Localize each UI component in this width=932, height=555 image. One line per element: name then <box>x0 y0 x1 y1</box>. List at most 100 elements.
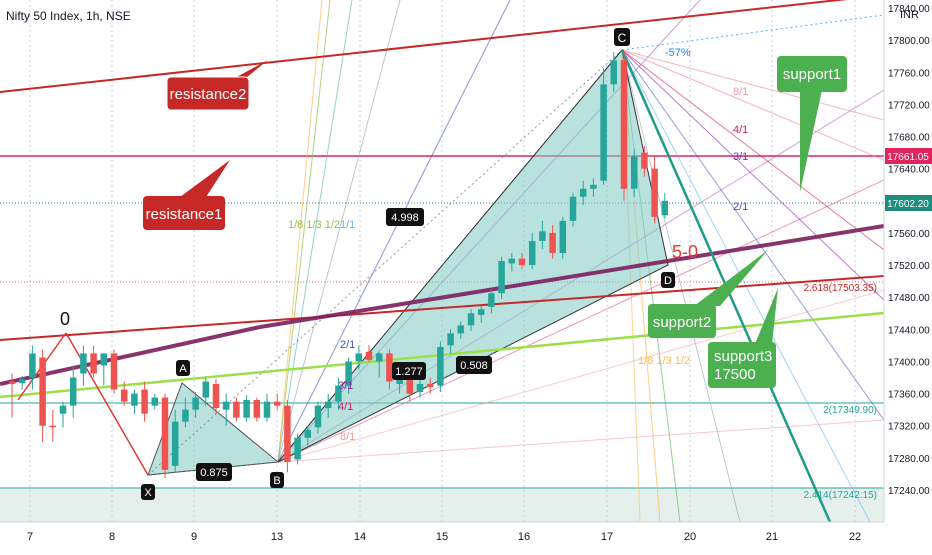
gann-3-1-top: 3/1 <box>733 151 748 163</box>
time-tick-2: 9 <box>191 531 197 543</box>
point-x-label: X <box>144 487 152 499</box>
fib-level-labels: 2.618(17503.35) 2(17349.90) 2.414(17242.… <box>804 283 877 501</box>
candle-body <box>477 309 485 315</box>
support3-label-line1: support3 <box>714 348 772 365</box>
candle-body <box>355 353 363 362</box>
price-axis[interactable]: 17240.00 17280.00 17320.00 17360.00 17400.00… <box>883 0 932 550</box>
resistance1-label: resistance1 <box>146 206 223 223</box>
candle-body <box>365 351 373 360</box>
price-tag-17661: 17661.05 <box>887 152 929 163</box>
price-tick-3: 17360.00 <box>888 390 930 401</box>
time-tick-1: 8 <box>109 531 115 543</box>
candle-body <box>69 377 77 406</box>
candle-body <box>294 437 301 460</box>
candle-body <box>375 353 383 362</box>
price-tick-10: 17640.00 <box>888 165 930 176</box>
candle-body <box>243 400 250 418</box>
candle-body <box>651 168 658 217</box>
candle-body <box>110 353 118 390</box>
candle-body <box>579 188 587 197</box>
candle-body <box>29 353 36 378</box>
time-tick-10: 22 <box>849 531 861 543</box>
price-tick-0: 17240.00 <box>888 486 930 497</box>
time-tick-3: 13 <box>271 531 283 543</box>
support2-callout[interactable]: support2 <box>648 250 768 338</box>
candle-body <box>641 152 648 169</box>
candle-body <box>222 401 230 410</box>
candle-body <box>212 383 220 409</box>
price-tick-4: 17400.00 <box>888 357 930 368</box>
resistance1-line <box>0 275 884 341</box>
candle-body <box>590 184 597 189</box>
fan-top-percent: -57% <box>665 47 691 59</box>
support3-callout[interactable]: support3 17500 <box>708 288 778 388</box>
candle-body <box>90 353 97 374</box>
candle-body <box>447 333 454 346</box>
candle-body <box>345 361 352 386</box>
support3-label-line2: 17500 <box>714 366 756 383</box>
point-d-label: D <box>664 275 672 287</box>
resistance2-label: resistance2 <box>170 86 247 103</box>
candle-body <box>406 373 414 394</box>
ratio-xb-badge: 0.875 <box>200 467 228 479</box>
candle-body <box>498 261 505 294</box>
candle-body <box>314 405 322 428</box>
candle-body <box>610 60 618 85</box>
candle-body <box>120 389 128 402</box>
price-tick-8: 17560.00 <box>888 229 930 240</box>
candle-body <box>161 397 169 470</box>
price-tick-6: 17480.00 <box>888 293 930 304</box>
resistance2-callout[interactable]: resistance2 <box>166 60 268 111</box>
chart-header: Nifty 50 Index, 1h, NSE INR <box>6 9 919 23</box>
gann-4-1-top: 4/1 <box>733 124 748 136</box>
candle-body <box>508 258 516 264</box>
point-zero-label: 0 <box>60 309 70 329</box>
price-tick-15: 17840.00 <box>888 4 930 15</box>
candle-body <box>284 405 291 462</box>
gann-fan-lines <box>277 0 884 522</box>
time-tick-0: 7 <box>27 531 33 543</box>
candle-body <box>488 293 495 307</box>
price-tick-11: 17680.00 <box>888 133 930 144</box>
candle-body <box>18 379 26 384</box>
candle-body <box>263 401 271 418</box>
resistance2-line <box>0 0 848 93</box>
candle-body <box>620 60 628 189</box>
price-tick-13: 17760.00 <box>888 68 930 79</box>
gann-2-1-bottom: 2/1 <box>340 339 355 351</box>
ratio-badges: 0.875 4.998 1.277 0.508 <box>196 208 492 481</box>
gann-fractions-bottom: 1/8 1/3 1/2 <box>638 355 690 367</box>
candle-body <box>661 200 669 216</box>
candle-body <box>273 401 281 406</box>
candle-body <box>569 196 577 221</box>
candle-body <box>518 258 526 266</box>
time-tick-9: 21 <box>766 531 778 543</box>
five-zero-label: 5-0 <box>672 242 698 262</box>
candle-body <box>600 84 607 181</box>
price-tick-5: 17440.00 <box>888 325 930 336</box>
gann-8-1-top: 8/1 <box>733 86 748 98</box>
candle-body <box>386 353 393 382</box>
price-tags: 17661.05 17602.20 <box>885 148 932 211</box>
resistance1-callout[interactable]: resistance1 <box>143 160 230 230</box>
candle-body <box>80 353 87 374</box>
support1-callout[interactable]: support1 <box>777 56 847 192</box>
gann-4-1-bottom: 4/1 <box>338 401 353 413</box>
currency-label: INR <box>900 9 919 21</box>
candle-body <box>59 405 67 414</box>
fib-2414-label: 2.414(17242.15) <box>804 490 877 501</box>
price-tag-17602: 17602.20 <box>887 199 929 210</box>
point-c-label: C <box>618 31 627 45</box>
candle-body <box>182 409 189 422</box>
price-tick-14: 17800.00 <box>888 36 930 47</box>
candle-body <box>192 397 199 410</box>
fib-2618-label: 2.618(17503.35) <box>804 283 877 294</box>
time-axis[interactable]: 7 8 9 13 14 15 16 17 20 21 22 <box>0 521 932 550</box>
time-tick-8: 20 <box>684 531 696 543</box>
candle-body <box>233 401 240 418</box>
pattern-point-labels: C A X B D 0 <box>60 28 675 500</box>
candle-body <box>335 385 342 402</box>
candle-body <box>549 232 556 254</box>
